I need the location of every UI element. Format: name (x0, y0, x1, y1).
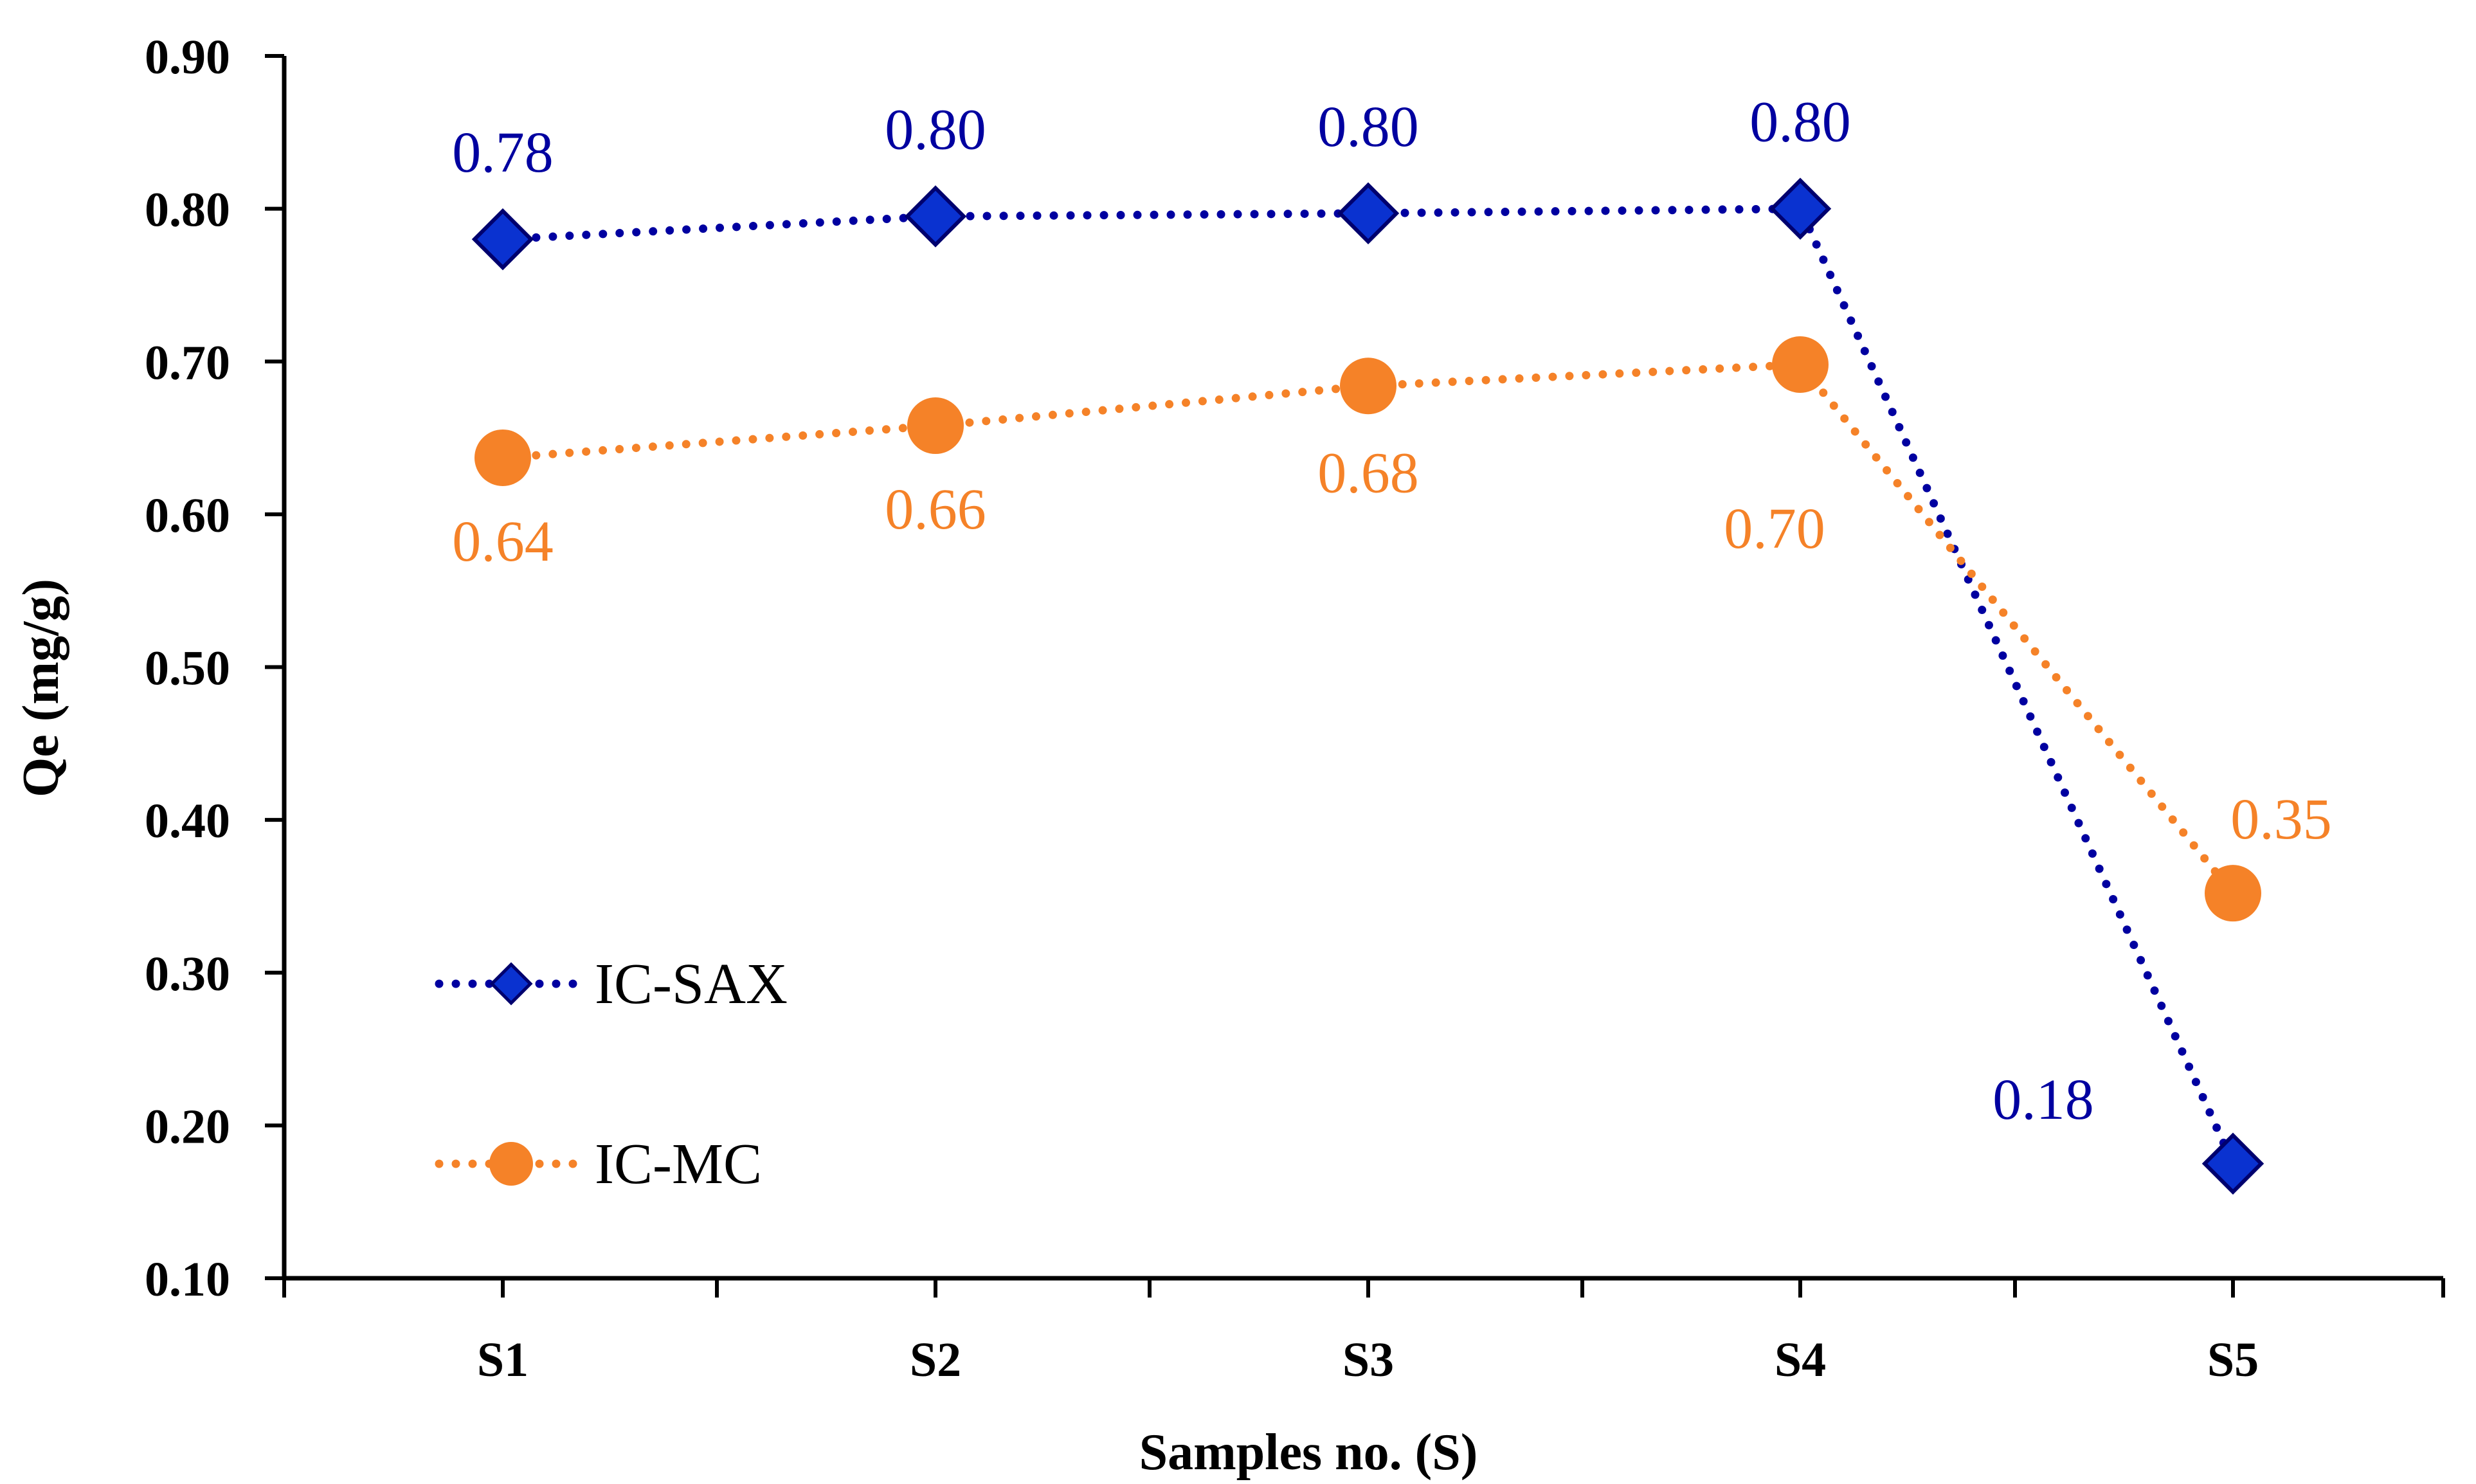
x-tick-label: S1 (477, 1333, 529, 1387)
data-point (1772, 336, 1829, 394)
data-point (904, 185, 967, 248)
data-label: 0.18 (1993, 1068, 2094, 1132)
y-tick-label: 0.20 (145, 1099, 230, 1154)
data-labels: 0.78 0.80 0.80 0.80 0.18 0.64 0.66 0.68 0.70 0.35 (452, 91, 2332, 1132)
legend-item-ic-sax: IC-SAX (435, 952, 788, 1016)
data-point (907, 397, 964, 455)
data-point (1337, 182, 1400, 244)
legend-item-ic-mc: IC-MC (435, 1132, 762, 1196)
y-tick-label: 0.50 (145, 642, 230, 696)
data-point (471, 208, 534, 271)
y-tick-label: 0.90 (145, 30, 230, 84)
x-tick-label: S2 (910, 1333, 961, 1387)
legend-label: IC-SAX (595, 952, 788, 1016)
data-point (2201, 1132, 2264, 1195)
data-label: 0.66 (885, 478, 986, 541)
y-tick-label: 0.80 (145, 183, 230, 237)
y-axis-title: Qe (mg/g) (13, 579, 69, 797)
data-point (1769, 177, 1832, 240)
y-tick-label: 0.10 (145, 1253, 230, 1307)
x-tick-label: S5 (2207, 1333, 2259, 1387)
series-ic-sax (471, 177, 2264, 1195)
data-point (474, 429, 531, 486)
legend: IC-SAX IC-MC (435, 952, 788, 1196)
y-tick-label: 0.40 (145, 794, 230, 848)
data-label: 0.78 (452, 121, 554, 185)
series-ic-mc (474, 336, 2261, 922)
data-label: 0.70 (1724, 497, 1825, 561)
data-point (1340, 357, 1396, 415)
data-label: 0.80 (1317, 95, 1419, 159)
y-tick-label: 0.30 (145, 947, 230, 1001)
data-label: 0.68 (1317, 441, 1419, 505)
y-tick-label: 0.60 (145, 489, 230, 543)
data-label: 0.64 (452, 510, 554, 574)
legend-label: IC-MC (595, 1132, 762, 1196)
legend-marker (489, 1142, 533, 1186)
series-line (498, 204, 2237, 1168)
data-label: 0.80 (1749, 91, 1851, 154)
y-tick-label: 0.70 (145, 336, 230, 390)
legend-marker (489, 962, 533, 1006)
x-axis-title: Samples no. (S) (1139, 1424, 1478, 1481)
x-axis: S1 S2 S3 S4 S5 (282, 1276, 2445, 1387)
data-label: 0.80 (885, 98, 986, 162)
y-axis: 0.10 0.20 0.30 0.40 0.50 0.60 0.70 0.80 0.90 (145, 30, 287, 1307)
x-tick-label: S3 (1342, 1333, 1394, 1387)
x-tick-label: S4 (1775, 1333, 1826, 1387)
data-label: 0.35 (2230, 788, 2332, 851)
data-point (2205, 865, 2261, 922)
series-layer (471, 177, 2264, 1195)
